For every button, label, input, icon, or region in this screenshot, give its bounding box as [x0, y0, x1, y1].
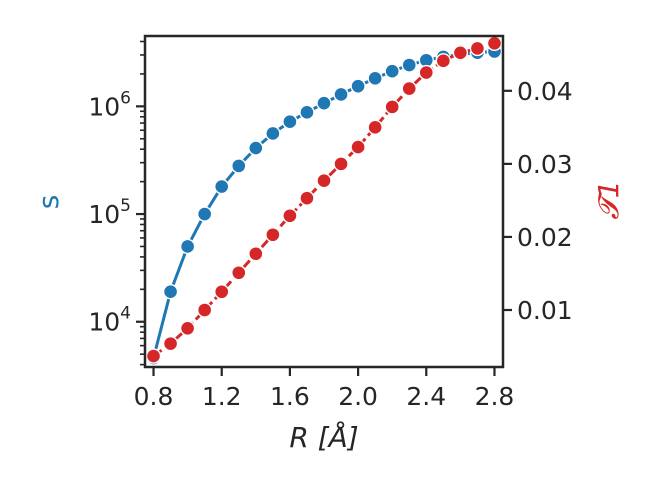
right-tick-label: 0.01 — [517, 296, 573, 325]
series-left-point — [214, 178, 230, 195]
plot-frame — [143, 34, 505, 369]
series-left-point — [333, 86, 349, 103]
series-right-point — [299, 190, 315, 206]
series-right-point — [486, 35, 503, 52]
x-tick-label: 2.0 — [338, 382, 378, 411]
series-right-point — [435, 53, 452, 69]
x-tick-label: 0.8 — [134, 382, 174, 411]
x-tick-label: 1.6 — [270, 382, 310, 411]
series-right-point — [162, 335, 179, 352]
series-right-point — [145, 348, 162, 364]
series-right-point — [367, 119, 383, 136]
right-tick-label: 0.03 — [517, 150, 573, 179]
series-right-point — [418, 64, 434, 81]
right-tick-label: 0.02 — [517, 223, 573, 252]
series-left-point — [384, 63, 400, 79]
series-right-point — [316, 172, 332, 189]
series-right-point — [196, 302, 213, 318]
series-right-point — [265, 227, 281, 243]
series-right-point — [231, 265, 247, 281]
right-axis-title: 𝓣1 — [592, 180, 625, 219]
series-right-point — [214, 284, 230, 300]
series-right-point — [248, 246, 264, 262]
series-right-point — [282, 208, 298, 224]
series-left-point — [265, 125, 281, 142]
x-tick-label: 2.8 — [475, 382, 515, 411]
left-tick-label: 104 — [88, 304, 131, 337]
series-right-point — [452, 45, 469, 61]
series-left-point — [179, 238, 196, 255]
right-tick-label: 0.04 — [517, 77, 573, 106]
series-right-point — [333, 156, 349, 172]
series-left-point — [196, 206, 213, 222]
series-left-point — [248, 140, 264, 156]
series-left-point — [350, 78, 366, 94]
series-right-point — [384, 99, 400, 115]
series-right-point — [401, 80, 417, 97]
left-axis-title: s — [32, 195, 65, 210]
series-left-point — [367, 70, 383, 87]
series-right-point — [469, 40, 486, 57]
series-right-point — [179, 320, 196, 336]
x-tick-label: 2.4 — [406, 382, 446, 411]
series-left-point — [162, 284, 179, 300]
series-left-point — [231, 158, 247, 174]
series-left-point — [282, 114, 298, 130]
x-axis-title: R [Å] — [289, 420, 358, 454]
left-tick-label: 106 — [88, 88, 131, 121]
series-left-point — [401, 57, 417, 73]
ticks-layer: 0.8 1.2 1.6 2.0 2.4 2.8 104 105 106 0.01 0.02 0.03 0… — [88, 40, 573, 411]
left-tick-label: 105 — [88, 196, 131, 229]
x-tick-label: 1.2 — [202, 382, 242, 411]
series-left-point — [299, 104, 315, 121]
series-layer — [145, 35, 503, 366]
series-right-point — [350, 139, 366, 155]
series-left-point — [316, 95, 332, 111]
